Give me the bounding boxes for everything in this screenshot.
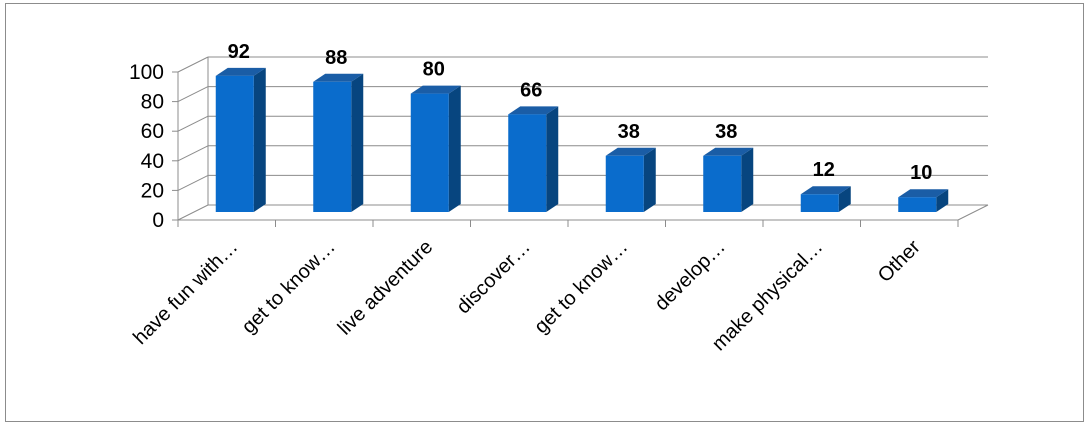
bar <box>508 106 559 212</box>
bar-top <box>800 186 851 195</box>
bar-top <box>703 147 754 156</box>
bar-side <box>936 189 949 212</box>
bar-side <box>643 147 656 212</box>
bar-front <box>703 155 742 212</box>
bar <box>703 147 754 212</box>
data-label: 92 <box>228 41 250 63</box>
y-tick-label: 60 <box>141 120 164 143</box>
grid-layer <box>177 56 989 221</box>
data-label: 80 <box>423 59 445 81</box>
bar-front <box>410 93 449 212</box>
bar-top <box>605 147 656 156</box>
data-label: 10 <box>910 162 932 184</box>
category-label: live adventure <box>334 236 438 340</box>
bar-front <box>313 81 352 212</box>
y-tick-label: 0 <box>152 209 164 232</box>
gridline-depth <box>177 86 209 103</box>
y-tick-label: 20 <box>141 179 164 202</box>
bar-front <box>898 197 937 212</box>
data-label: 12 <box>813 159 835 181</box>
y-tick-label: 40 <box>141 150 164 173</box>
category-label: develop… <box>651 236 730 315</box>
bar-top <box>898 189 949 198</box>
y-tick-label: 80 <box>141 91 164 114</box>
bar <box>313 73 364 212</box>
bar <box>215 67 266 212</box>
bar-top <box>313 73 364 82</box>
bar-side <box>741 147 754 212</box>
bar-front <box>605 155 644 212</box>
bar-side <box>351 73 364 212</box>
bar-side <box>253 67 266 212</box>
bar-side <box>838 186 851 212</box>
y-tick-label: 100 <box>129 61 164 84</box>
bar <box>410 85 461 212</box>
gridline-depth <box>177 174 209 191</box>
bar-front <box>508 114 547 212</box>
data-label: 38 <box>715 121 737 143</box>
gridline-depth <box>177 204 209 221</box>
bar <box>605 147 656 212</box>
bar-top <box>215 67 266 76</box>
bar-front <box>215 75 254 212</box>
gridline-depth <box>177 115 209 132</box>
bar-side <box>448 85 461 212</box>
bar-top <box>508 106 559 115</box>
bar-side <box>546 106 559 212</box>
data-label: 38 <box>618 121 640 143</box>
data-label: 66 <box>520 79 542 101</box>
bar-front <box>800 194 839 212</box>
category-label: Other <box>874 236 925 287</box>
bars-layer <box>215 67 949 212</box>
category-label: get to know… <box>238 236 340 338</box>
category-label: discover… <box>452 236 534 318</box>
bar <box>800 186 851 212</box>
category-label: have fun with… <box>129 236 242 349</box>
chart-frame <box>5 3 1084 422</box>
data-label: 88 <box>325 47 347 69</box>
category-label: get to know… <box>530 236 632 338</box>
bar <box>898 189 949 212</box>
floor-edge <box>957 204 989 221</box>
bar-top <box>410 85 461 94</box>
gridline-depth <box>177 145 209 162</box>
gridline-depth <box>177 56 209 73</box>
axis-layer <box>172 71 959 227</box>
